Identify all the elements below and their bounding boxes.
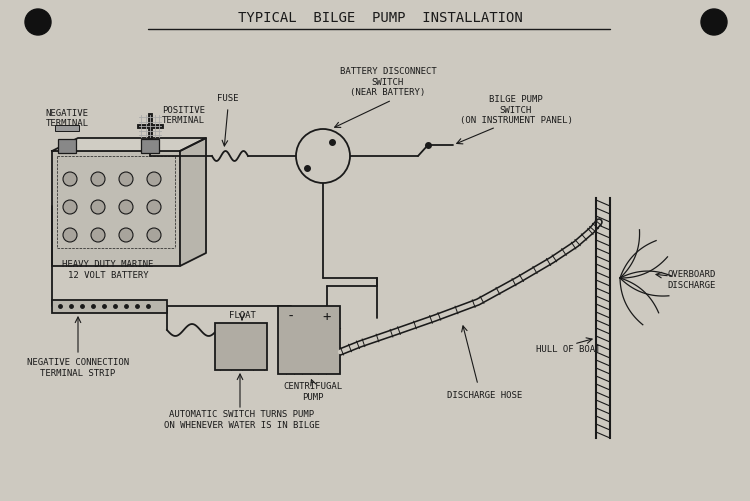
Circle shape (91, 172, 105, 186)
Circle shape (119, 228, 133, 242)
Bar (215, 323, 267, 370)
Circle shape (91, 228, 105, 242)
Polygon shape (180, 138, 206, 266)
Circle shape (119, 172, 133, 186)
Text: -: - (286, 310, 296, 324)
Text: BATTERY DISCONNECT
SWITCH
(NEAR BATTERY): BATTERY DISCONNECT SWITCH (NEAR BATTERY) (340, 67, 436, 97)
Text: AUTOMATIC SWITCH TURNS PUMP
ON WHENEVER WATER IS IN BILGE: AUTOMATIC SWITCH TURNS PUMP ON WHENEVER … (164, 410, 320, 430)
Circle shape (119, 200, 133, 214)
Circle shape (147, 200, 161, 214)
Text: POSITIVE
TERMINAL: POSITIVE TERMINAL (162, 106, 205, 125)
Circle shape (147, 172, 161, 186)
Text: FLOAT: FLOAT (229, 311, 256, 320)
Bar (55, 125, 79, 131)
Text: TYPICAL  BILGE  PUMP  INSTALLATION: TYPICAL BILGE PUMP INSTALLATION (238, 11, 522, 25)
Circle shape (63, 228, 77, 242)
Bar (58, 139, 76, 153)
Bar (52, 300, 167, 313)
Text: NEGATIVE CONNECTION
TERMINAL STRIP: NEGATIVE CONNECTION TERMINAL STRIP (27, 358, 129, 378)
Bar (278, 306, 340, 374)
Circle shape (91, 200, 105, 214)
Polygon shape (52, 138, 206, 151)
Text: FUSE: FUSE (217, 94, 238, 103)
Text: OVERBOARD
DISCHARGE: OVERBOARD DISCHARGE (668, 271, 716, 290)
Circle shape (296, 129, 350, 183)
Circle shape (63, 172, 77, 186)
Text: HULL OF BOAT: HULL OF BOAT (536, 346, 600, 355)
Text: +: + (322, 310, 332, 324)
Text: HEAVY DUTY MARINE
12 VOLT BATTERY: HEAVY DUTY MARINE 12 VOLT BATTERY (62, 261, 154, 280)
Circle shape (147, 228, 161, 242)
Text: NEGATIVE
TERMINAL: NEGATIVE TERMINAL (46, 109, 88, 128)
Text: BILGE PUMP
SWITCH
(ON INSTRUMENT PANEL): BILGE PUMP SWITCH (ON INSTRUMENT PANEL) (460, 95, 572, 125)
Bar (52, 151, 180, 266)
Circle shape (25, 9, 51, 35)
Text: DISCHARGE HOSE: DISCHARGE HOSE (447, 390, 523, 399)
Text: CENTRIFUGAL
PUMP: CENTRIFUGAL PUMP (284, 382, 343, 402)
Circle shape (63, 200, 77, 214)
Bar (141, 139, 159, 153)
Circle shape (701, 9, 727, 35)
